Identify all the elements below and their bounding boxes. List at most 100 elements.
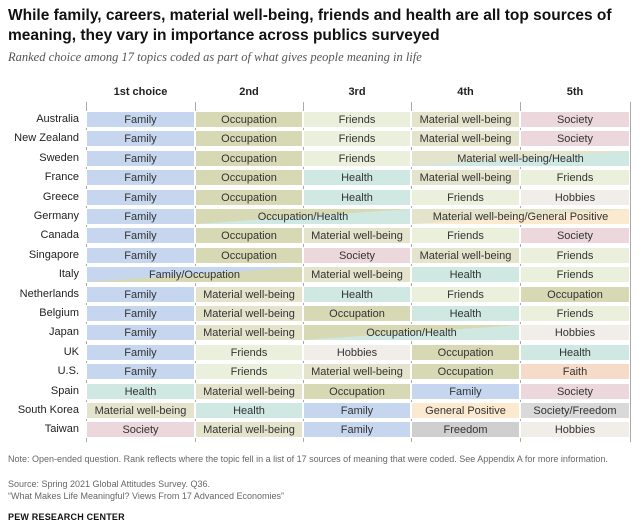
ranking-cell-label: Friends [447, 230, 484, 243]
column-header: 4th [457, 86, 474, 98]
ranking-cell-label: Family/Occupation [148, 269, 241, 282]
ranking-cell-label: Hobbies [554, 191, 596, 204]
country-label: Greece [42, 190, 79, 203]
ranking-cell-label: Health [449, 308, 482, 320]
ranking-cell-label: Hobbies [336, 346, 378, 359]
ranking-cell: Material well-being [195, 421, 303, 439]
ranking-cell-label: Friends [230, 366, 268, 379]
ranking-cell-label: Family [124, 211, 157, 223]
ranking-cell: Occupation [195, 227, 303, 245]
ranking-cell: Family [86, 227, 195, 245]
country-label: Canada [40, 229, 79, 242]
ranking-cell: Friends [195, 343, 303, 361]
ranking-cell: Society [303, 246, 411, 264]
ranking-cell-label: Material well-being [203, 327, 295, 340]
ranking-cell: General Positive [411, 402, 520, 419]
ranking-cell-label: Family [124, 133, 157, 146]
ranking-cell: Material well-being [303, 227, 411, 245]
ranking-cell: Friends [411, 285, 520, 303]
ranking-cell: Family [303, 421, 411, 439]
column-header: 2nd [239, 86, 259, 98]
ranking-cell: Faith [520, 363, 630, 381]
ranking-cell: Family [86, 169, 195, 187]
ranking-cell: Material well-being/General Positive [411, 208, 630, 225]
ranking-cell-label: Society [122, 424, 159, 437]
ranking-cell: Occupation [195, 111, 303, 128]
ranking-cell-label: Family [124, 172, 157, 185]
ranking-cell: Family [303, 402, 411, 419]
country-label: Singapore [28, 248, 79, 261]
ranking-cell: Health [303, 285, 411, 303]
ranking-cell-label: Occupation [329, 308, 385, 320]
ranking-cell-label: Material well-being [311, 230, 403, 243]
country-label: Sweden [39, 151, 79, 164]
ranking-cell-label: Family [124, 327, 157, 340]
ranking-cell-label: Family [124, 288, 157, 301]
ranking-cell-label: Material well-being [203, 288, 295, 301]
ranking-cell-label: Friends [338, 114, 376, 126]
ranking-cell-label: General Positive [425, 405, 506, 417]
ranking-cell-label: Material well-being/General Positive [432, 211, 609, 223]
country-label: Australia [36, 113, 79, 125]
ranking-cell: Occupation/Health [303, 324, 520, 342]
ranking-cell: Material well-being [195, 285, 303, 303]
ranking-cell-label: Society [556, 114, 594, 126]
chart-subtitle: Ranked choice among 17 topics coded as p… [8, 50, 422, 64]
ranking-cell: Friends [195, 363, 303, 381]
ranking-cell: Hobbies [520, 188, 630, 206]
ranking-cell: Health [303, 169, 411, 187]
ranking-cell: Occupation [195, 246, 303, 264]
grid-line [629, 102, 631, 442]
ranking-cell-label: Family [449, 385, 482, 398]
ranking-cell-label: Family [340, 424, 374, 437]
ranking-cell-label: Material well-being [419, 133, 512, 146]
ranking-cell-label: Family [124, 114, 157, 126]
ranking-cell: Family/Occupation [86, 266, 303, 284]
ranking-cell-label: Hobbies [554, 327, 596, 340]
ranking-cell: Friends [303, 130, 411, 148]
ranking-cell-label: Material well-being [419, 172, 512, 185]
ranking-cell: Friends [411, 188, 520, 206]
ranking-cell-label: Freedom [443, 424, 488, 437]
country-label: Spain [50, 384, 79, 397]
ranking-cell-label: Society [556, 133, 594, 146]
ranking-cell: Family [86, 305, 195, 322]
ranking-cell: Society [520, 130, 630, 148]
ranking-cell: Health [411, 266, 520, 284]
ranking-cell-label: Friends [338, 152, 376, 165]
ranking-cell-label: Health [449, 269, 482, 282]
country-label: New Zealand [14, 132, 79, 145]
ranking-cell-label: Friends [338, 133, 376, 146]
ranking-cell-label: Friends [447, 191, 484, 204]
ranking-cell-label: Family [124, 230, 157, 243]
ranking-cell: Material well-being [303, 266, 411, 284]
ranking-cell: Hobbies [303, 343, 411, 361]
ranking-cell-label: Occupation [329, 385, 385, 398]
ranking-cell: Family [86, 324, 195, 342]
ranking-cell-label: Family [124, 346, 157, 359]
ranking-cell: Material well-being [303, 363, 411, 381]
country-label: U.S. [57, 365, 79, 378]
ranking-cell-label: Occupation [221, 230, 277, 243]
ranking-cell: Friends [520, 266, 630, 284]
ranking-cell: Occupation [195, 149, 303, 167]
ranking-cell: Occupation [303, 382, 411, 400]
ranking-cell: Hobbies [520, 421, 630, 439]
ranking-cell: Occupation [195, 169, 303, 187]
ranking-cell: Occupation [411, 343, 520, 361]
ranking-cell: Friends [303, 149, 411, 167]
ranking-cell-label: Health [124, 385, 157, 398]
ranking-cell: Occupation [520, 285, 630, 303]
ranking-cell-label: Faith [562, 366, 588, 379]
ranking-cell-label: Occupation [221, 114, 277, 126]
organization-name: PEW RESEARCH CENTER [8, 512, 125, 522]
source-text: Source: Spring 2021 Global Attitudes Sur… [8, 479, 210, 489]
ranking-cell: Health [303, 188, 411, 206]
ranking-cell: Occupation [195, 130, 303, 148]
ranking-cell-label: Family [124, 191, 157, 204]
ranking-cell-label: Friends [556, 269, 594, 282]
ranking-cell: Material well-being [86, 402, 195, 419]
ranking-cell: Material well-being [195, 324, 303, 342]
column-header: 1st choice [113, 86, 168, 98]
ranking-cell-label: Material well-being [311, 269, 403, 282]
